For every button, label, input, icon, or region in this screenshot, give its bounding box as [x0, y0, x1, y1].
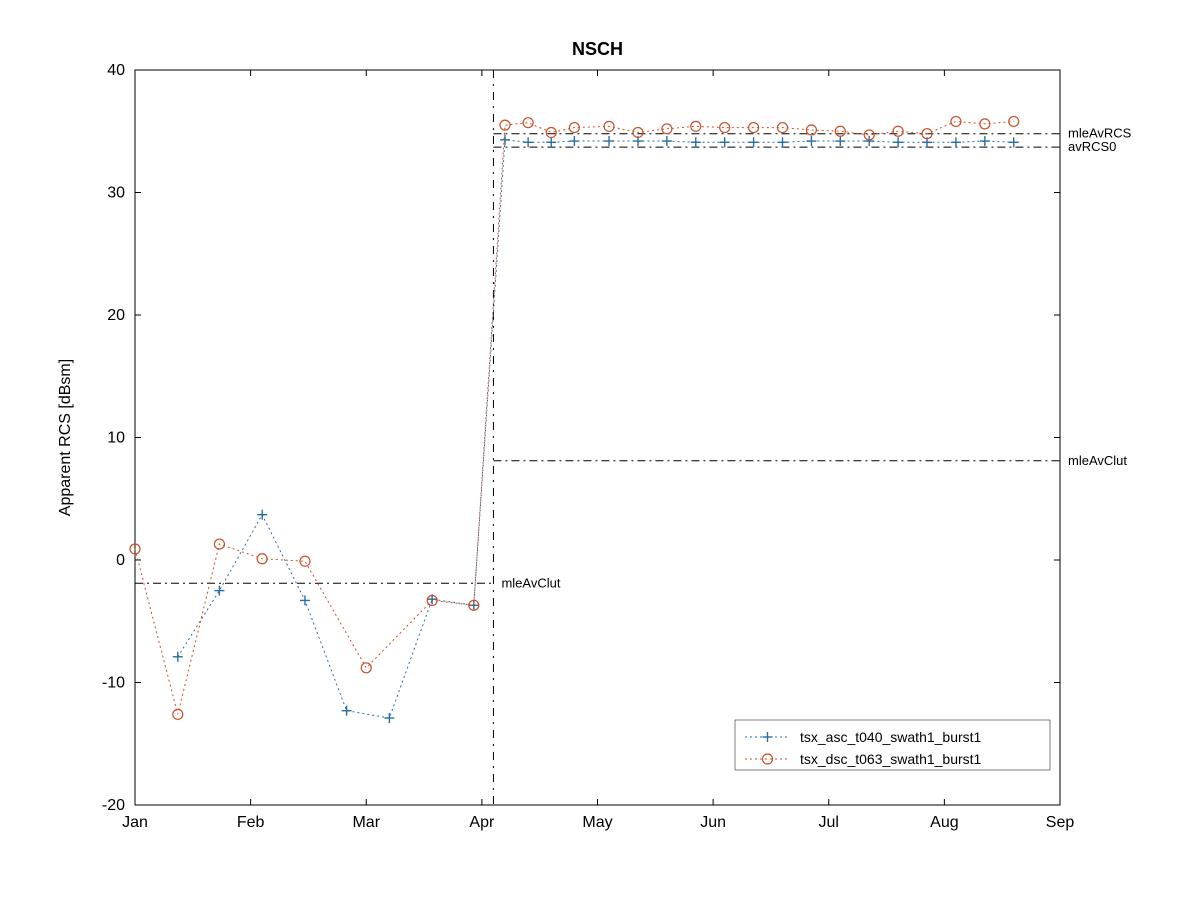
y-tick-label: 0 [116, 552, 125, 569]
y-tick-label: 30 [107, 185, 125, 202]
y-tick-label: 10 [107, 430, 125, 447]
y-tick-label: -20 [102, 797, 125, 814]
x-tick-label: Sep [1046, 814, 1075, 831]
y-axis-label: Apparent RCS [dBsm] [57, 359, 74, 516]
y-tick-label: 40 [107, 62, 125, 79]
legend-label: tsx_dsc_t063_swath1_burst1 [800, 751, 982, 767]
x-tick-label: Jan [122, 814, 148, 831]
chart-container: Jan Feb Mar Apr May Jun Jul Aug Sep -20 -10 0 10 20 30… [0, 0, 1200, 900]
legend-label: tsx_asc_t040_swath1_burst1 [800, 729, 982, 745]
x-tick-label: Feb [237, 814, 265, 831]
ref-line-label: avRCS0 [1068, 139, 1116, 154]
x-tick-label: Jun [700, 814, 726, 831]
ref-line-label: mleAvClut [501, 575, 560, 590]
y-tick-label: -10 [102, 675, 125, 692]
x-tick-label: Mar [352, 814, 380, 831]
chart-title: NSCH [572, 39, 623, 59]
ref-line-label: mleAvRCS [1068, 126, 1132, 141]
x-tick-label: Apr [469, 814, 495, 831]
y-tick-label: 20 [107, 307, 125, 324]
ref-line-label: mleAvClut [1068, 453, 1127, 468]
chart-svg: Jan Feb Mar Apr May Jun Jul Aug Sep -20 -10 0 10 20 30… [0, 0, 1200, 900]
x-tick-label: Jul [819, 814, 839, 831]
x-tick-label: Aug [930, 814, 958, 831]
x-tick-label: May [582, 814, 612, 831]
